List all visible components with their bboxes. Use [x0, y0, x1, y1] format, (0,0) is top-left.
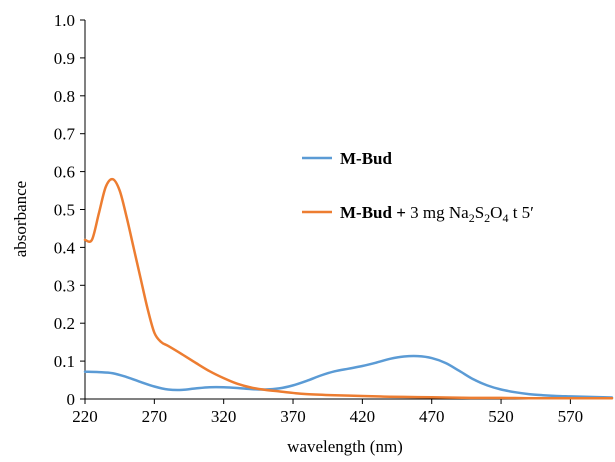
x-tick-label: 220 [72, 407, 98, 426]
legend-label-m-bud: M-Bud [340, 149, 393, 168]
legend-label-m-bud-dithionite: M-Bud + 3 mg Na2S2O4 t 5′ [340, 203, 534, 225]
x-tick-label: 320 [211, 407, 237, 426]
y-tick-label: 0.8 [54, 87, 75, 106]
x-tick-label: 570 [558, 407, 584, 426]
y-tick-label: 0.9 [54, 49, 75, 68]
y-axis-title: absorbance [11, 181, 30, 257]
y-tick-label: 1.0 [54, 11, 75, 30]
y-tick-label: 0.3 [54, 276, 75, 295]
y-tick-label: 0.1 [54, 352, 75, 371]
x-tick-label: 370 [280, 407, 306, 426]
x-tick-label: 270 [142, 407, 168, 426]
y-tick-label: 0.7 [54, 125, 76, 144]
x-axis-title: wavelength (nm) [287, 437, 403, 456]
y-tick-label: 0.5 [54, 201, 75, 220]
legend-label-reagent: 3 mg Na [410, 203, 469, 222]
y-axis-ticks: 0 0.1 0.2 0.3 0.4 0.5 0.6 0.7 0.8 0.9 1.0 [54, 11, 85, 409]
legend-label-bold: M-Bud [340, 149, 393, 168]
legend-label-sub: 2 [469, 211, 475, 225]
y-tick-label: 0.4 [54, 238, 76, 257]
x-axis-ticks: 220 270 320 370 420 470 520 570 [72, 399, 583, 426]
y-tick-label: 0.2 [54, 314, 75, 333]
legend: M-Bud M-Bud + 3 mg Na2S2O4 t 5′ [302, 149, 534, 225]
legend-label-time: t 5′ [508, 203, 533, 222]
x-tick-label: 520 [488, 407, 514, 426]
y-tick-label: 0 [67, 390, 76, 409]
legend-label-sub: 4 [502, 211, 508, 225]
series-layer [83, 177, 614, 400]
series-line-m-bud [83, 354, 614, 399]
x-tick-label: 470 [419, 407, 445, 426]
legend-label-plus: + [392, 203, 410, 222]
legend-label-element: S [475, 203, 484, 222]
x-tick-label: 420 [350, 407, 376, 426]
y-tick-label: 0.6 [54, 163, 75, 182]
series-line-m-bud-dithionite [83, 177, 614, 400]
legend-label-element: O [490, 203, 502, 222]
legend-label-sub: 2 [484, 211, 490, 225]
legend-label-bold: M-Bud [340, 203, 393, 222]
